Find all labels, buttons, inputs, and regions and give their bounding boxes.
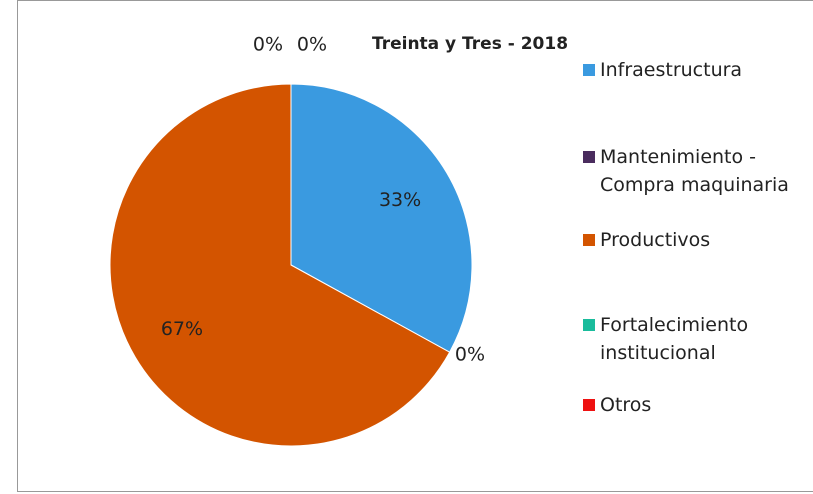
pie-slice <box>290 83 473 353</box>
legend-label: Productivos <box>600 229 711 251</box>
legend-swatch <box>583 319 595 331</box>
data-label: 0% <box>253 34 283 56</box>
chart-frame <box>17 0 813 492</box>
legend-label: Infraestructura <box>600 59 743 81</box>
legend-label: Mantenimiento - Compra maquinaria <box>600 146 789 196</box>
legend-label: Otros <box>600 394 652 416</box>
legend-swatch <box>583 151 595 163</box>
legend-swatch <box>583 64 595 76</box>
data-label: 67% <box>161 318 203 340</box>
data-label: 33% <box>379 189 421 211</box>
legend-label: Fortalecimiento institucional <box>600 314 749 364</box>
data-label: 0% <box>297 34 327 56</box>
legend-swatch <box>583 399 595 411</box>
legend-swatch <box>583 234 595 246</box>
pie-slice <box>109 83 451 447</box>
chart-title: Treinta y Tres - 2018 <box>372 34 568 54</box>
data-label: 0% <box>455 344 485 366</box>
